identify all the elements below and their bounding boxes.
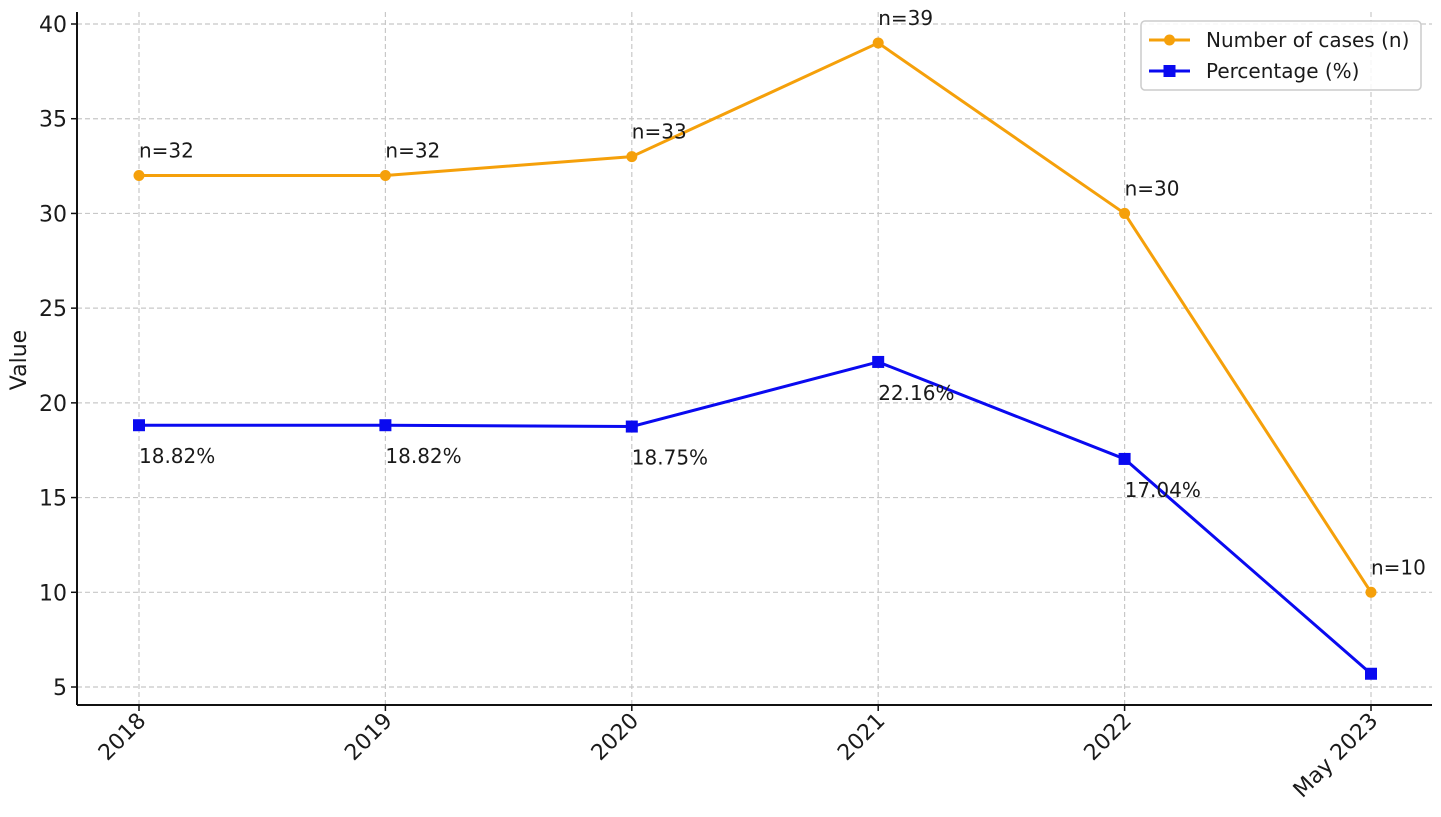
data-point <box>872 37 884 49</box>
data-point <box>625 420 638 433</box>
y-axis-ticks: 5 10 15 20 25 30 35 40 <box>39 13 77 701</box>
legend-marker-icon <box>1164 34 1175 46</box>
data-label: 18.75% <box>632 446 708 470</box>
legend-marker-icon <box>1163 65 1176 77</box>
legend-box <box>1140 20 1422 91</box>
y-tick-label: 10 <box>39 581 67 606</box>
data-labels: n=32 n=32 n=33 n=39 n=30 n=10 18.82% 18.82% 18.7… <box>139 6 1426 579</box>
data-point <box>872 355 885 368</box>
data-point <box>379 170 391 182</box>
y-axis-label: Value <box>7 330 32 390</box>
legend-label: Percentage (%) <box>1206 59 1359 83</box>
y-tick-label: 20 <box>39 392 67 417</box>
y-tick-label: 30 <box>39 202 67 227</box>
x-tick-label: 2021 <box>833 709 890 766</box>
y-tick-label: 40 <box>39 13 67 38</box>
data-label: 17.04% <box>1125 478 1201 502</box>
grid-lines <box>77 12 1432 705</box>
data-point <box>1118 452 1131 465</box>
legend: Number of cases (n) Percentage (%) <box>1140 20 1422 91</box>
y-tick-label: 5 <box>53 676 67 701</box>
series-line <box>139 360 1372 675</box>
x-tick-label: 2019 <box>340 709 397 766</box>
x-tick-label: 2020 <box>587 709 644 766</box>
data-point <box>1365 667 1377 680</box>
data-point <box>1365 586 1377 598</box>
x-tick-label: 2018 <box>94 709 151 766</box>
y-tick-label: 15 <box>39 487 67 512</box>
data-label: n=39 <box>878 6 933 30</box>
axes <box>76 12 1432 706</box>
data-point <box>1119 207 1131 219</box>
x-tick-label: 2022 <box>1080 709 1137 766</box>
data-point <box>133 170 145 182</box>
data-label: n=30 <box>1125 176 1180 200</box>
data-point <box>379 419 392 432</box>
series-lines <box>133 37 1377 680</box>
y-tick-label: 25 <box>39 297 67 322</box>
y-tick-label: 35 <box>39 108 67 133</box>
x-axis-ticks: 2018 2019 2020 2021 2022 May 2023 <box>94 705 1383 803</box>
legend-label: Number of cases (n) <box>1206 28 1409 52</box>
data-label: 18.82% <box>139 444 215 468</box>
data-label: 18.82% <box>385 444 461 468</box>
x-tick-label: May 2023 <box>1289 709 1383 803</box>
data-label: n=33 <box>632 120 687 144</box>
data-label: n=32 <box>139 139 194 163</box>
data-point <box>133 419 145 432</box>
data-point <box>626 151 638 163</box>
data-label: 22.16% <box>878 381 954 405</box>
series-line <box>139 41 1373 594</box>
data-label: n=32 <box>385 139 440 163</box>
data-label: n=10 <box>1371 555 1426 579</box>
